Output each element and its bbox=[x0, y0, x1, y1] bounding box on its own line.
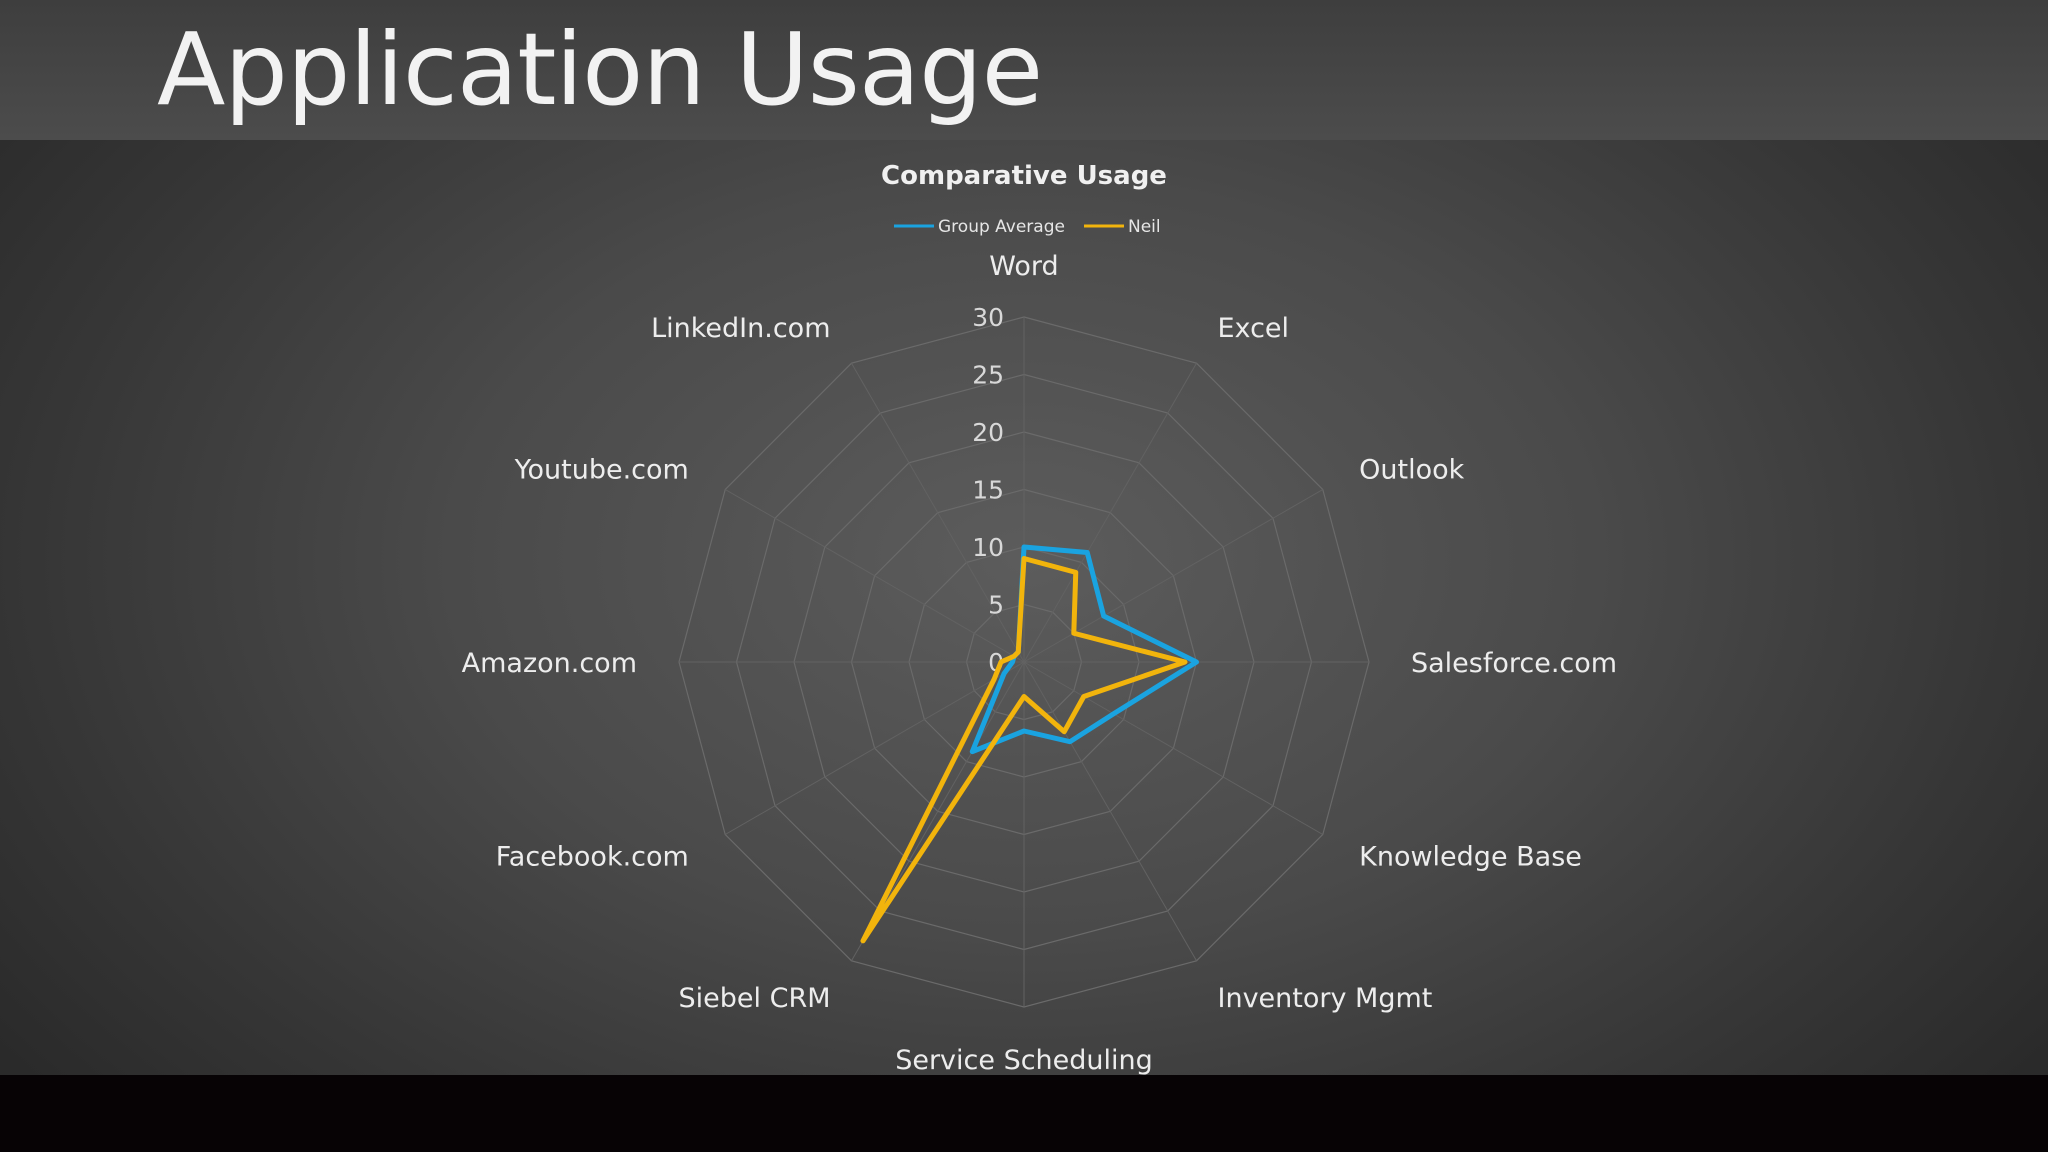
legend: Group Average Neil bbox=[894, 217, 1161, 237]
category-label: Facebook.com bbox=[496, 842, 689, 873]
tick-label: 5 bbox=[988, 591, 1004, 620]
grid-spoke bbox=[1023, 661, 1197, 962]
legend-label: Neil bbox=[1128, 217, 1161, 237]
category-label: Knowledge Base bbox=[1359, 842, 1582, 873]
category-label: Siebel CRM bbox=[679, 983, 831, 1014]
series-line bbox=[860, 556, 1188, 944]
category-label: Outlook bbox=[1359, 455, 1464, 486]
tick-label: 10 bbox=[972, 533, 1004, 562]
category-label: Service Scheduling bbox=[895, 1045, 1153, 1075]
category-label: Word bbox=[989, 251, 1058, 282]
category-label: Inventory Mgmt bbox=[1218, 983, 1433, 1014]
category-label: LinkedIn.com bbox=[651, 313, 830, 344]
legend-label: Group Average bbox=[938, 217, 1065, 237]
category-label: Youtube.com bbox=[514, 455, 689, 486]
chart-title: Comparative Usage bbox=[881, 161, 1167, 191]
category-label: Salesforce.com bbox=[1411, 648, 1617, 679]
grid-spoke bbox=[1023, 661, 1324, 835]
bottom-bar bbox=[0, 1075, 2048, 1152]
radar-chart: Comparative Usage Group Average Neil 0510… bbox=[462, 161, 1617, 1075]
category-label: Amazon.com bbox=[462, 648, 637, 679]
grid-spoke bbox=[1023, 362, 1197, 663]
grid-spoke bbox=[724, 489, 1025, 663]
series-lines bbox=[860, 544, 1199, 944]
tick-label: 15 bbox=[972, 476, 1004, 505]
tick-label: 30 bbox=[972, 303, 1004, 332]
radar-grid bbox=[678, 316, 1370, 1008]
category-label: Excel bbox=[1218, 313, 1290, 344]
grid-spoke bbox=[1023, 489, 1324, 663]
slide-title: Application Usage bbox=[157, 11, 1043, 128]
tick-label: 20 bbox=[972, 418, 1004, 447]
grid-spoke bbox=[724, 661, 1025, 835]
title-bar: Application Usage bbox=[0, 0, 2048, 140]
grid-spoke bbox=[851, 362, 1025, 663]
category-labels: Word Excel Outlook Salesforce.com Knowledge … bbox=[462, 251, 1617, 1075]
tick-label: 25 bbox=[972, 361, 1004, 390]
